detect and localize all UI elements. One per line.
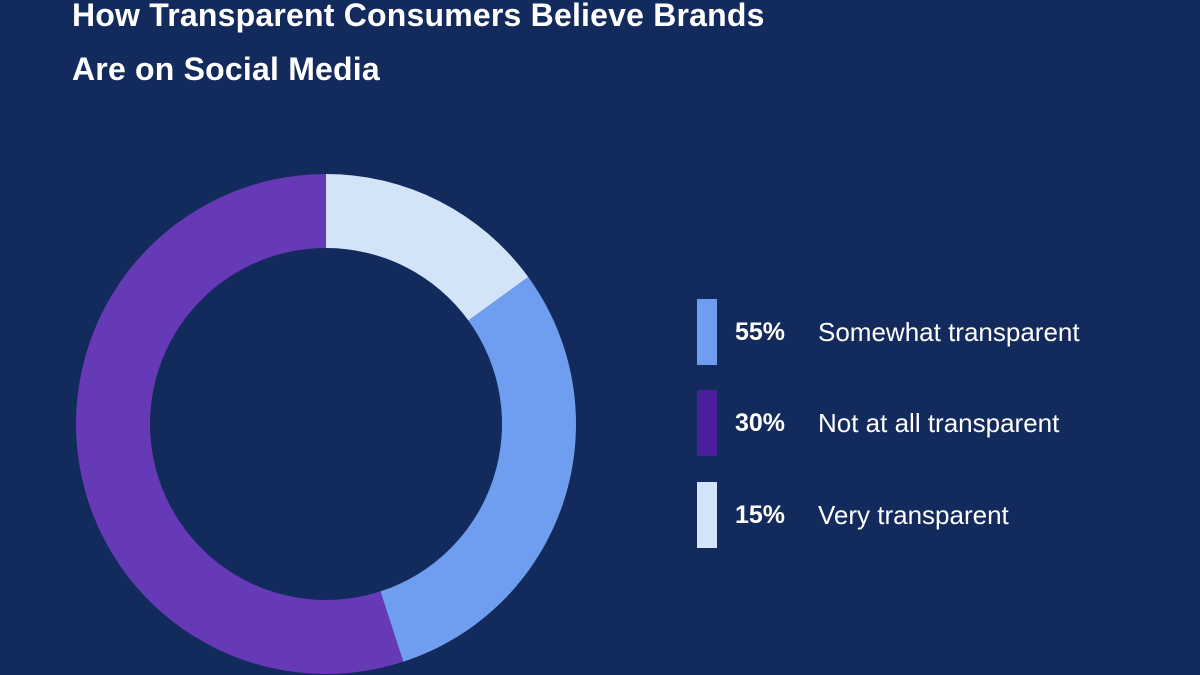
legend-swatch-somewhat-transparent [697, 299, 717, 365]
legend-value-not-at-all-transparent: 30% [735, 409, 786, 437]
legend-swatch-not-at-all-transparent [697, 390, 717, 456]
chart-title-line-2: Are on Social Media [72, 51, 380, 87]
legend-value-somewhat-transparent: 55% [735, 318, 786, 346]
donut-slice-very-transparent [326, 174, 529, 321]
legend-item-not-at-all-transparent: 30% Not at all transparent [697, 390, 1177, 456]
chart-title: How Transparent Consumers Believe Brands… [72, 0, 972, 96]
legend-item-somewhat-transparent: 55% Somewhat transparent [697, 299, 1177, 365]
legend-swatch-very-transparent [697, 482, 717, 548]
donut-slice-somewhat-transparent [380, 277, 577, 662]
chart-title-line-1: How Transparent Consumers Believe Brands [72, 0, 765, 33]
legend-value-very-transparent: 15% [735, 501, 786, 529]
legend-label-very-transparent: Very transparent [818, 500, 1009, 530]
legend-item-very-transparent: 15% Very transparent [697, 482, 1177, 548]
donut-chart [75, 174, 577, 674]
legend-label-somewhat-transparent: Somewhat transparent [818, 317, 1080, 347]
legend-label-not-at-all-transparent: Not at all transparent [818, 408, 1060, 438]
donut-slice-not-at-all-transparent [75, 174, 404, 674]
